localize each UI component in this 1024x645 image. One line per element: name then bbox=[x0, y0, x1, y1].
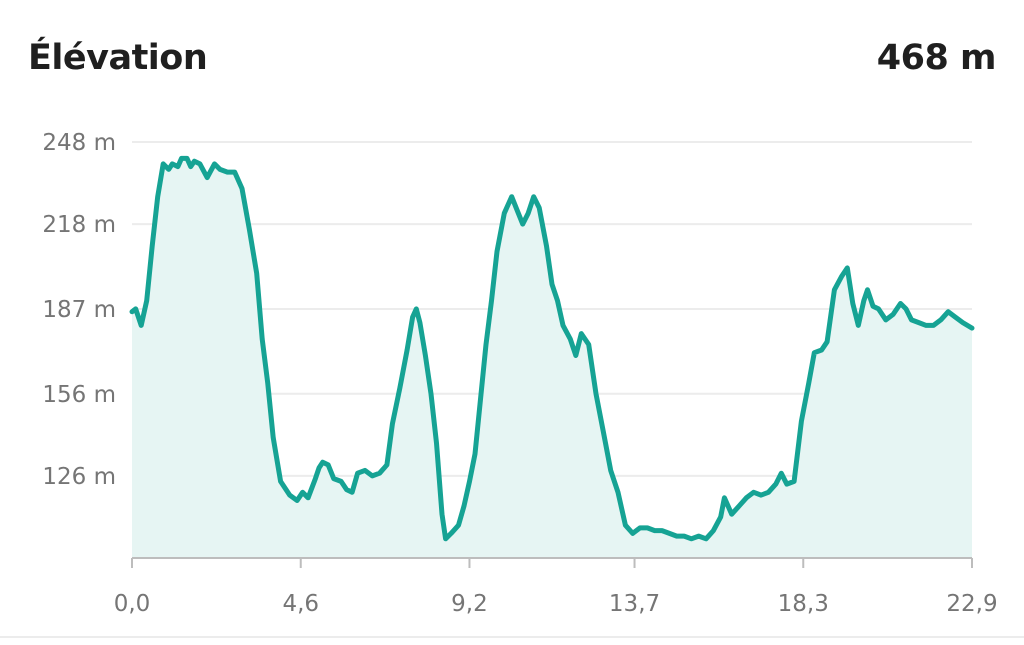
x-tick-label: 22,9 bbox=[946, 591, 997, 617]
y-axis-ticks: 248 m 218 m 187 m 156 m 126 m bbox=[42, 130, 116, 490]
elevation-line bbox=[129, 155, 975, 542]
total-elevation-value: 468 m bbox=[876, 38, 997, 78]
x-tick-label: 4,6 bbox=[282, 591, 319, 617]
y-tick-label: 248 m bbox=[42, 130, 116, 156]
y-tick-label: 156 m bbox=[42, 382, 116, 408]
elevation-area-fill bbox=[132, 158, 972, 558]
y-tick-label: 187 m bbox=[42, 297, 116, 323]
chart-title: Élévation bbox=[28, 38, 208, 78]
bottom-divider bbox=[0, 636, 1024, 638]
x-tick-label: 0,0 bbox=[114, 591, 151, 617]
y-tick-label: 126 m bbox=[42, 464, 116, 490]
y-tick-label: 218 m bbox=[42, 212, 116, 238]
x-tick-label: 13,7 bbox=[609, 591, 660, 617]
x-axis-ticks: 0,0 4,6 9,2 13,7 18,3 22,9 bbox=[114, 558, 998, 617]
x-tick-label: 9,2 bbox=[451, 591, 488, 617]
x-tick-label: 18,3 bbox=[778, 591, 829, 617]
